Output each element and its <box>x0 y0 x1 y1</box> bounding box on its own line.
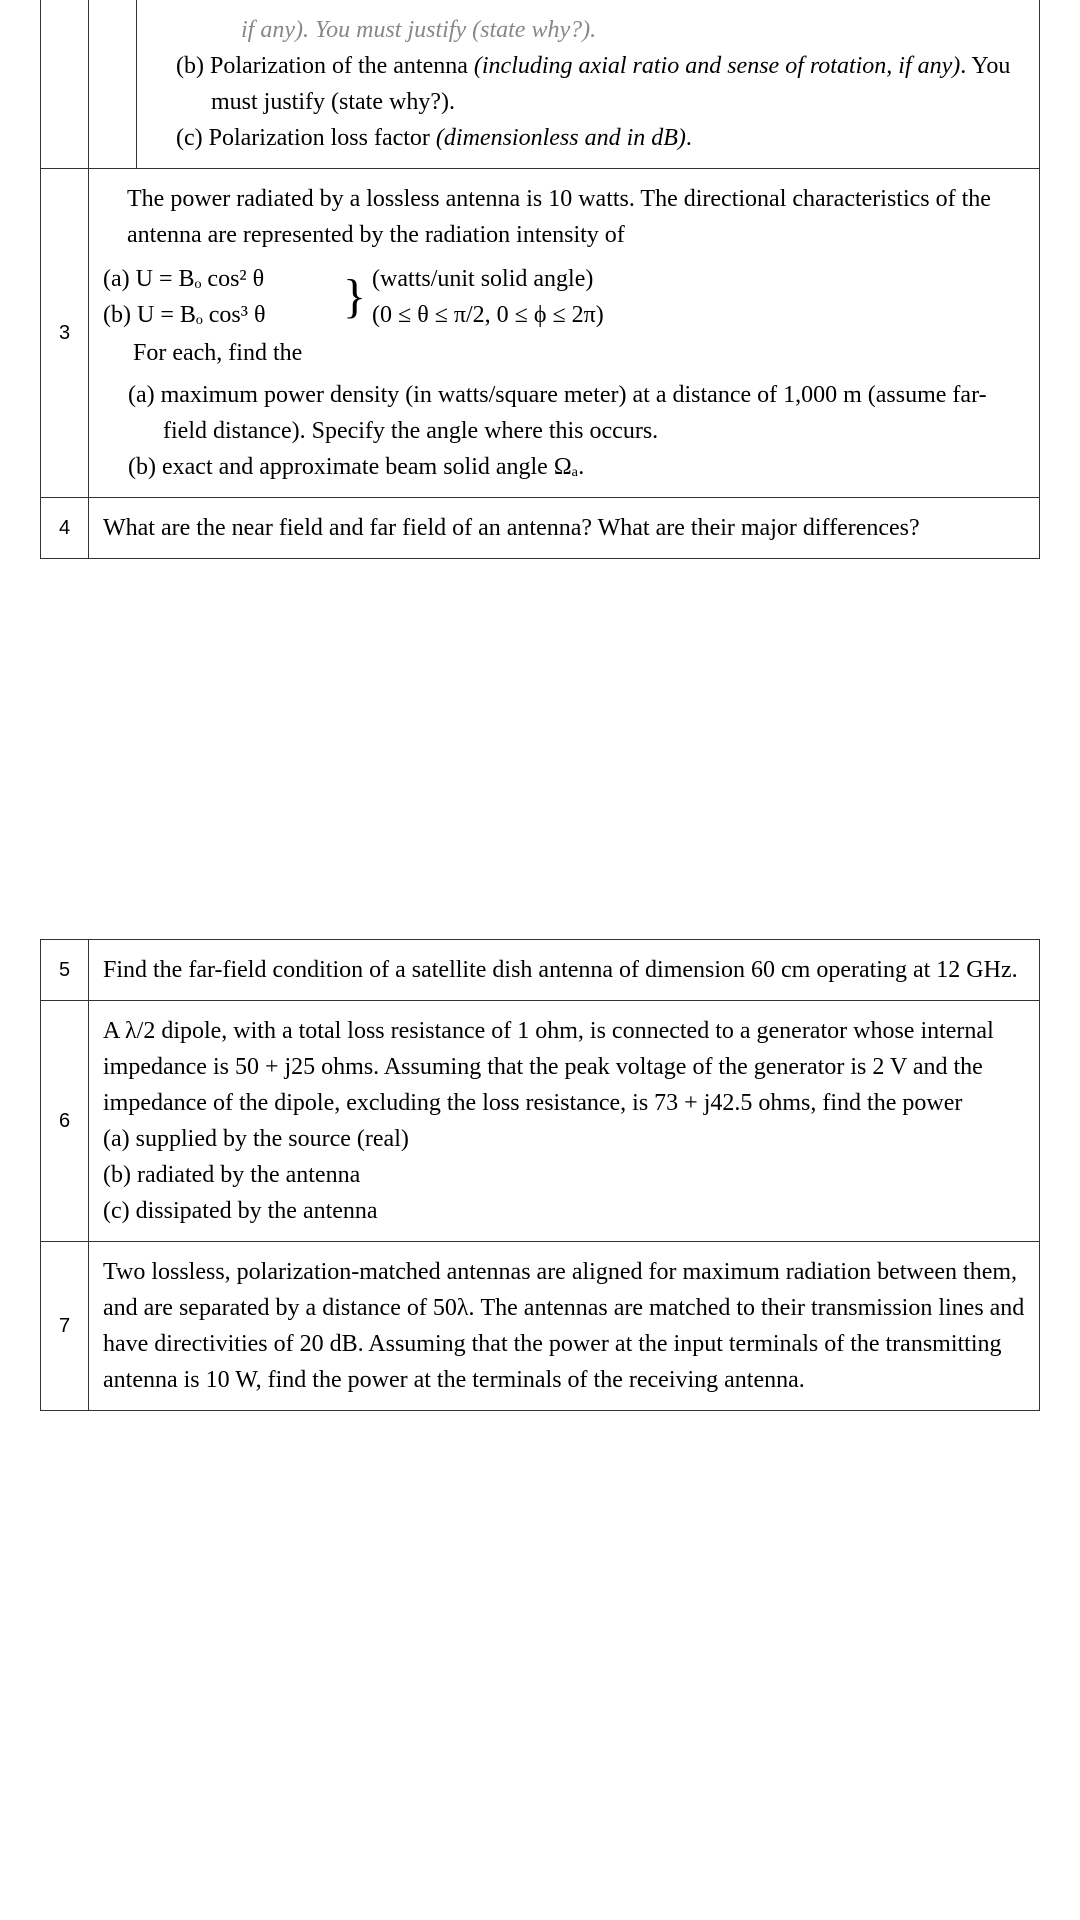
table-row: 5 Find the far-field condition of a sate… <box>41 940 1040 1001</box>
problem-number: 4 <box>41 498 89 559</box>
problem-cell: The power radiated by a lossless antenna… <box>89 169 1040 498</box>
problem2-b: (b) Polarization of the antenna (includi… <box>151 48 1025 120</box>
problem-cell: if any). You must justify (state why?). … <box>137 0 1040 169</box>
empty-cell <box>41 0 89 169</box>
problem4-text: What are the near field and far field of… <box>101 506 1027 550</box>
eq-b-rhs: (0 ≤ θ ≤ π/2, 0 ≤ ϕ ≤ 2π) <box>372 297 604 333</box>
problem-number: 5 <box>41 940 89 1001</box>
problem-cell: Two lossless, polarization-matched anten… <box>89 1242 1040 1411</box>
problem6-a: (a) supplied by the source (real) <box>103 1121 1025 1157</box>
table-row: if any). You must justify (state why?). … <box>41 0 1040 169</box>
text-span-italic: (including axial ratio and sense of rota… <box>474 53 960 79</box>
problem7-text: Two lossless, polarization-matched anten… <box>101 1250 1027 1402</box>
problem3-b: (b) exact and approximate beam solid ang… <box>103 449 1025 485</box>
eq-b-lhs: (b) U = Bₒ cos³ θ <box>103 297 363 333</box>
problem3-a: (a) maximum power density (in watts/squa… <box>103 377 1025 449</box>
text-span: . <box>686 125 692 151</box>
problem3-intro: The power radiated by a lossless antenna… <box>103 181 1025 253</box>
problem-number: 3 <box>41 169 89 498</box>
problem-number: 7 <box>41 1242 89 1411</box>
problem-cell: A λ/2 dipole, with a total loss resistan… <box>89 1001 1040 1242</box>
problems-table-top: if any). You must justify (state why?). … <box>40 0 1040 559</box>
page-gap <box>40 619 1040 939</box>
problem2-topline: if any). You must justify (state why?). <box>151 12 1025 48</box>
problem5-text: Find the far-field condition of a satell… <box>101 948 1027 992</box>
problem6-b: (b) radiated by the antenna <box>103 1157 1025 1193</box>
eq-a-lhs: (a) U = Bₒ cos² θ <box>103 261 363 297</box>
problem-cell: Find the far-field condition of a satell… <box>89 940 1040 1001</box>
table-row: 3 The power radiated by a lossless anten… <box>41 169 1040 498</box>
empty-cell <box>89 0 137 169</box>
table-row: 6 A λ/2 dipole, with a total loss resist… <box>41 1001 1040 1242</box>
table-row: 7 Two lossless, polarization-matched ant… <box>41 1242 1040 1411</box>
page-container: if any). You must justify (state why?). … <box>0 0 1080 1411</box>
text-span: (b) Polarization of the antenna <box>176 53 468 79</box>
problem2-c: (c) Polarization loss factor (dimensionl… <box>151 120 1025 156</box>
problem3-foreach: For each, find the <box>103 335 1025 371</box>
problem6-intro: A λ/2 dipole, with a total loss resistan… <box>103 1013 1025 1121</box>
eq-a-rhs: (watts/unit solid angle) <box>372 261 604 297</box>
text-span-italic: (dimensionless and in dB) <box>436 125 686 151</box>
problem-number: 6 <box>41 1001 89 1242</box>
table-row: 4 What are the near field and far field … <box>41 498 1040 559</box>
problem-cell: What are the near field and far field of… <box>89 498 1040 559</box>
brace-icon: } <box>343 273 366 321</box>
problem6-c: (c) dissipated by the antenna <box>103 1193 1025 1229</box>
text-span: (c) Polarization loss factor <box>176 125 436 151</box>
problems-table-bottom: 5 Find the far-field condition of a sate… <box>40 939 1040 1411</box>
